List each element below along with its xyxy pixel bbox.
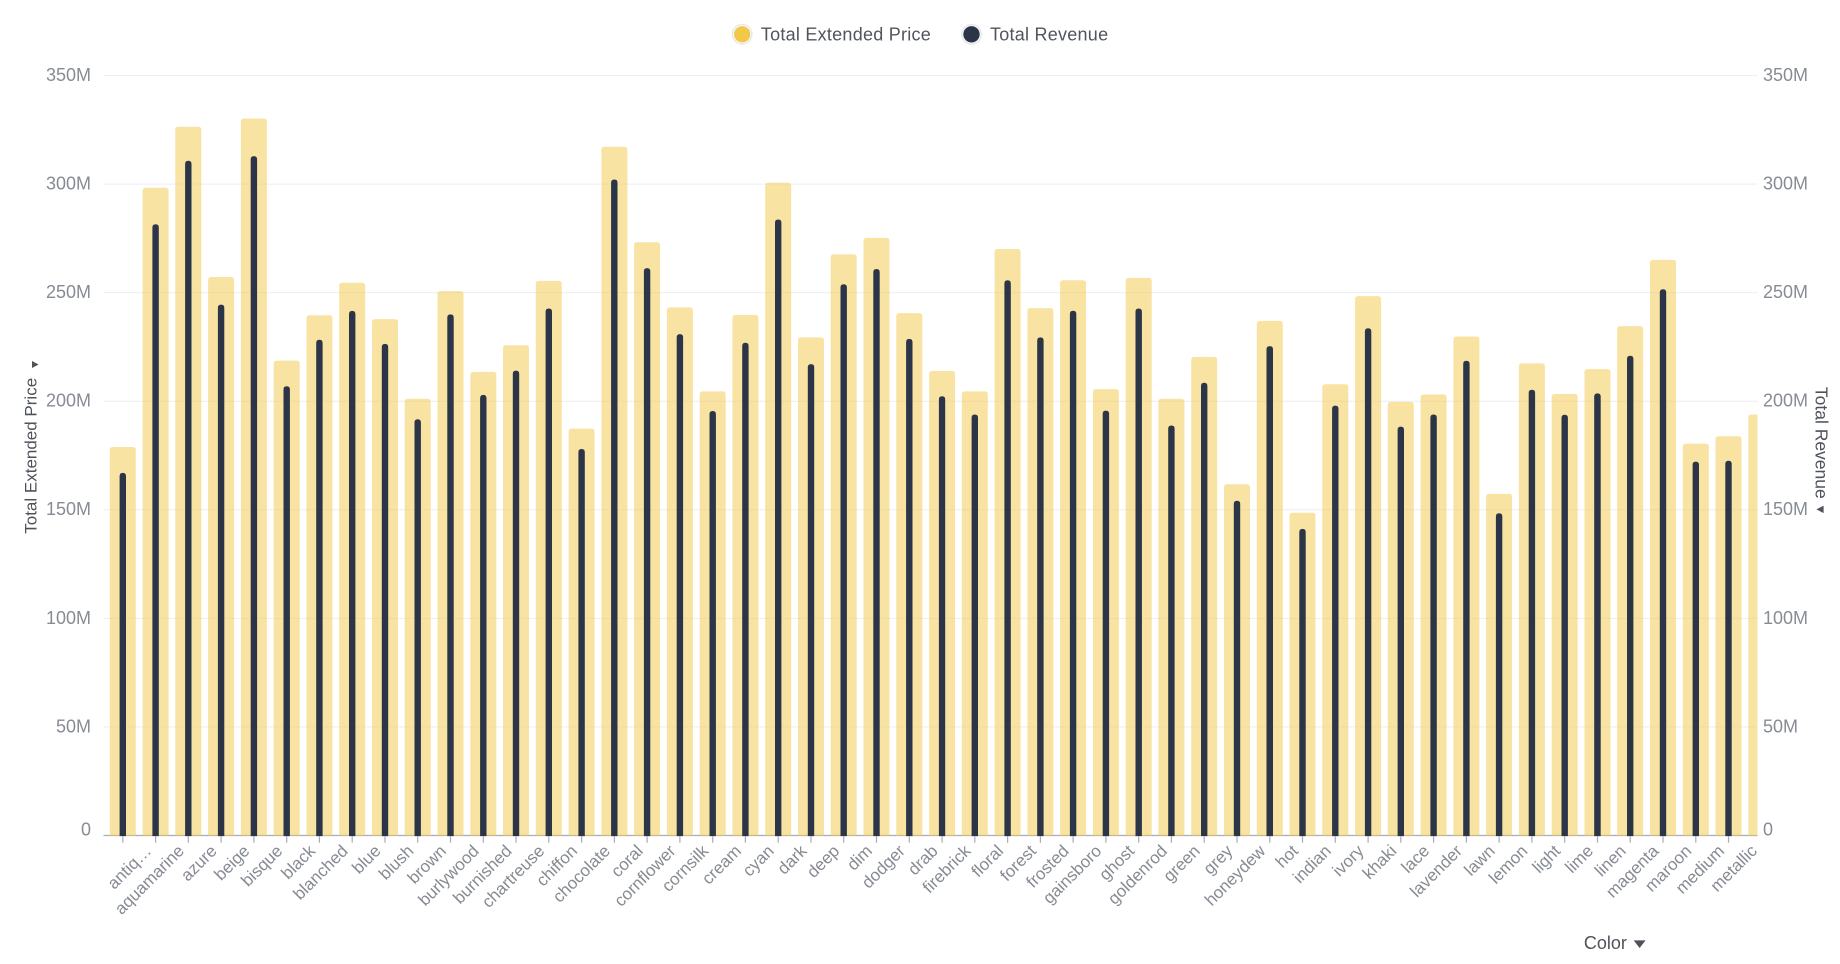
svg-text:250M: 250M — [46, 282, 91, 302]
svg-text:100M: 100M — [1763, 608, 1808, 628]
svg-text:50M: 50M — [1763, 716, 1798, 736]
svg-text:Total Revenue: Total Revenue — [990, 24, 1108, 44]
svg-text:350M: 350M — [1763, 65, 1808, 85]
svg-text:50M: 50M — [56, 716, 91, 736]
svg-text:0: 0 — [81, 820, 91, 840]
svg-text:150M: 150M — [1763, 499, 1808, 519]
svg-text:200M: 200M — [46, 391, 91, 411]
svg-text:Total Extended Price: Total Extended Price — [21, 378, 40, 534]
svg-text:Total Extended Price: Total Extended Price — [761, 24, 931, 44]
svg-text:300M: 300M — [1763, 174, 1808, 194]
svg-text:Color: Color — [1584, 933, 1627, 953]
svg-text:Total Revenue: Total Revenue — [1812, 387, 1832, 499]
svg-text:100M: 100M — [46, 608, 91, 628]
svg-text:150M: 150M — [46, 499, 91, 519]
svg-text:300M: 300M — [46, 174, 91, 194]
svg-text:250M: 250M — [1763, 282, 1808, 302]
svg-text:350M: 350M — [46, 65, 91, 85]
svg-text:200M: 200M — [1763, 391, 1808, 411]
svg-text:0: 0 — [1763, 820, 1773, 840]
